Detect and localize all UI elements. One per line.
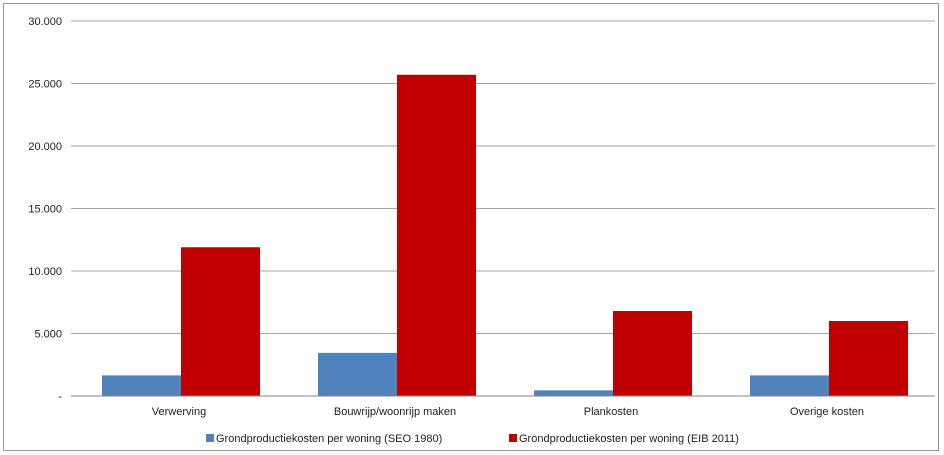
bar-seo-1980-2 — [534, 390, 613, 396]
x-tick-label: Bouwrijp/woonrijp maken — [334, 406, 456, 418]
bar-eib-2011-1 — [397, 74, 476, 396]
y-tick-label: 25.000 — [28, 79, 62, 91]
bar-chart: - 5.000 10.000 15.000 20.000 25.000 30.000 Ver… — [28, 16, 935, 445]
legend-label: Grondproductiekosten per woning (EIB 201… — [519, 433, 739, 445]
bar-eib-2011-2 — [613, 311, 692, 396]
y-tick-label: 10.000 — [28, 266, 62, 278]
x-tick-label: Plankosten — [584, 406, 638, 418]
y-tick-label: 30.000 — [28, 16, 62, 28]
x-axis-tick-labels: Verwerving Bouwrijp/woonrijp maken Plankos… — [152, 406, 864, 418]
x-tick-label: Verwerving — [152, 406, 206, 418]
legend-swatch — [509, 434, 517, 442]
y-axis-tick-labels: - 5.000 10.000 15.000 20.000 25.000 30.000 — [28, 16, 62, 403]
legend-label: Grondproductiekosten per woning (SEO 198… — [216, 433, 442, 445]
bar-seo-1980-1 — [318, 352, 397, 396]
bar-seo-1980-3 — [750, 375, 829, 396]
bar-seo-1980-0 — [102, 375, 181, 396]
y-tick-label: 5.000 — [34, 329, 62, 341]
x-tick-label: Overige kosten — [790, 406, 864, 418]
bar-eib-2011-3 — [829, 321, 908, 396]
chart-frame: - 5.000 10.000 15.000 20.000 25.000 30.000 Ver… — [3, 3, 939, 451]
y-tick-label: - — [58, 391, 62, 403]
y-tick-label: 15.000 — [28, 204, 62, 216]
y-tick-label: 20.000 — [28, 141, 62, 153]
bar-eib-2011-0 — [181, 247, 260, 396]
bars — [102, 74, 908, 396]
legend-swatch — [206, 434, 214, 442]
legend: Grondproductiekosten per woning (SEO 198… — [206, 433, 739, 445]
